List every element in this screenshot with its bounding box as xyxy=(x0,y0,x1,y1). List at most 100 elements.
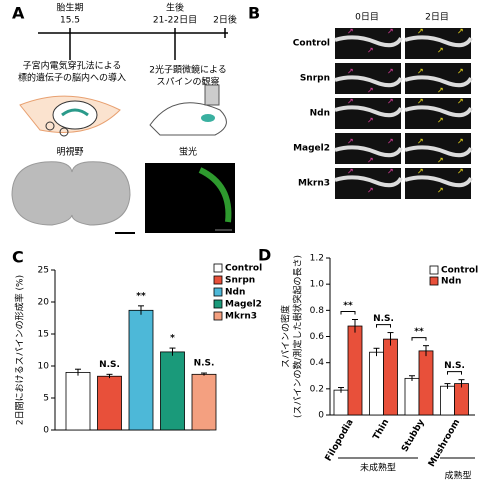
timeline-label: 21-22日目 xyxy=(153,15,197,26)
step-text: 2光子顕微鏡による xyxy=(149,64,226,76)
legend-label: Snrpn xyxy=(225,276,255,286)
y-tick-label: 0 xyxy=(43,426,49,436)
arrow-mark: ↗ xyxy=(417,67,424,76)
arrow-mark: ↗ xyxy=(387,67,394,76)
arrow-mark: ↗ xyxy=(387,137,394,146)
step-text: スパインの観察 xyxy=(156,76,219,88)
y-axis-label: スパインの密度 xyxy=(280,305,292,368)
x-tick-label: Thin xyxy=(372,418,392,442)
group-label: 成熟型 xyxy=(444,470,471,482)
row-label: Ndn xyxy=(310,109,330,119)
bracket xyxy=(376,324,391,328)
illustration xyxy=(19,84,227,137)
legend-swatch xyxy=(213,275,223,285)
brain-images xyxy=(11,161,235,234)
arrow-mark: ↗ xyxy=(417,137,424,146)
legend-label: Mkrn3 xyxy=(225,312,257,322)
arrow-mark: ↗ xyxy=(457,137,464,146)
panel-label: A xyxy=(12,4,25,23)
bar xyxy=(369,351,384,416)
y-tick-label: 0.2 xyxy=(310,384,324,394)
column-header: 0日目 xyxy=(355,12,379,23)
bar xyxy=(383,338,398,416)
significance: ** xyxy=(414,327,424,337)
legend-swatch xyxy=(213,263,223,273)
bracket xyxy=(340,310,356,315)
bar xyxy=(418,350,434,416)
significance: N.S. xyxy=(444,361,465,371)
bar xyxy=(128,309,154,431)
panel-label: D xyxy=(258,246,271,265)
y-tick-label: 0 xyxy=(318,411,324,421)
bar xyxy=(97,375,122,431)
legend-swatch xyxy=(213,311,223,321)
bar xyxy=(333,389,349,416)
arrow-mark: ↗ xyxy=(437,156,444,165)
bracket xyxy=(447,371,462,375)
dendrite xyxy=(404,175,473,188)
bracket xyxy=(411,337,427,341)
dendrite xyxy=(334,35,403,48)
y-tick-label: 0.8 xyxy=(310,306,325,316)
column-header: 2日目 xyxy=(425,12,449,23)
arrow-mark: ↗ xyxy=(367,46,374,55)
legend-label: Ndn xyxy=(441,277,461,287)
arrow-mark: ↗ xyxy=(387,97,394,106)
group-label: 未成熟型 xyxy=(360,462,396,474)
bar xyxy=(404,377,420,416)
arrow-mark: ↗ xyxy=(457,97,464,106)
x-tick-label: Filopodia xyxy=(324,418,356,463)
row-label: Control xyxy=(293,39,330,49)
row-label: Mkrn3 xyxy=(298,179,330,189)
significance: N.S. xyxy=(99,360,120,370)
arrow-mark: ↗ xyxy=(367,186,374,195)
y-tick-label: 5 xyxy=(43,394,49,404)
arrow-mark: ↗ xyxy=(417,97,424,106)
arrow-mark: ↗ xyxy=(437,116,444,125)
step-text: 標的遺伝子の脳内への導入 xyxy=(18,72,126,84)
legend-swatch xyxy=(213,287,223,297)
arrow-mark: ↗ xyxy=(417,167,424,176)
legend-label: Ndn xyxy=(225,288,245,298)
dendrite xyxy=(404,35,473,48)
row-label: Snrpn xyxy=(300,74,330,84)
significance: ** xyxy=(343,301,353,311)
panel-label: B xyxy=(248,4,260,23)
legend-label: Magel2 xyxy=(225,300,262,310)
significance: N.S. xyxy=(194,359,215,369)
y-tick-label: 1.0 xyxy=(310,280,325,290)
dendrite xyxy=(404,75,473,88)
dendrite xyxy=(334,175,403,188)
y-tick-label: 20 xyxy=(38,298,50,308)
arrow-mark: ↗ xyxy=(347,97,354,106)
arrow-mark: ↗ xyxy=(457,167,464,176)
bar xyxy=(454,383,469,416)
y-axis-label: (スパインの数/測定した樹状突起の長さ) xyxy=(292,255,304,418)
row-label: Magel2 xyxy=(293,144,330,154)
dendrite xyxy=(404,105,473,118)
arrow-mark: ↗ xyxy=(367,116,374,125)
dendrite xyxy=(334,105,403,118)
y-tick-label: 0.4 xyxy=(310,358,325,368)
y-tick-label: 10 xyxy=(38,362,50,372)
arrow-mark: ↗ xyxy=(367,156,374,165)
y-tick-label: 15 xyxy=(38,330,49,340)
legend-label: Control xyxy=(441,266,478,276)
arrow-mark: ↗ xyxy=(417,27,424,36)
bar xyxy=(65,371,91,431)
significance: * xyxy=(170,334,175,344)
arrow-mark: ↗ xyxy=(437,46,444,55)
significance: ** xyxy=(136,291,146,301)
bar xyxy=(191,373,217,431)
arrow-mark: ↗ xyxy=(457,27,464,36)
arrow-mark: ↗ xyxy=(347,137,354,146)
legend-swatch xyxy=(429,265,439,275)
x-tick-label: Mushroom xyxy=(427,418,462,469)
y-tick-label: 25 xyxy=(38,266,49,276)
arrow-mark: ↗ xyxy=(457,67,464,76)
timeline xyxy=(38,28,228,60)
dendrite xyxy=(404,145,473,158)
timeline-label: 生後 xyxy=(166,2,184,14)
legend-swatch xyxy=(429,276,439,286)
